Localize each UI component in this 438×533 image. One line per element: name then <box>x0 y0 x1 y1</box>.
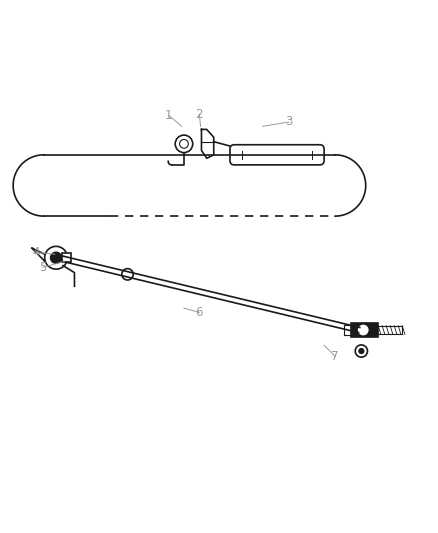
Text: 7: 7 <box>331 350 339 363</box>
Circle shape <box>358 325 368 335</box>
Circle shape <box>355 345 367 357</box>
Text: 1: 1 <box>165 109 173 122</box>
Bar <box>351 323 378 337</box>
Circle shape <box>122 269 133 280</box>
Text: 4: 4 <box>32 246 40 259</box>
Bar <box>62 253 71 262</box>
Text: 5: 5 <box>39 261 46 274</box>
Circle shape <box>359 349 364 354</box>
Circle shape <box>50 252 62 263</box>
FancyBboxPatch shape <box>230 145 324 165</box>
Text: 6: 6 <box>195 306 203 319</box>
Text: 3: 3 <box>286 116 293 128</box>
Text: 2: 2 <box>195 108 203 120</box>
